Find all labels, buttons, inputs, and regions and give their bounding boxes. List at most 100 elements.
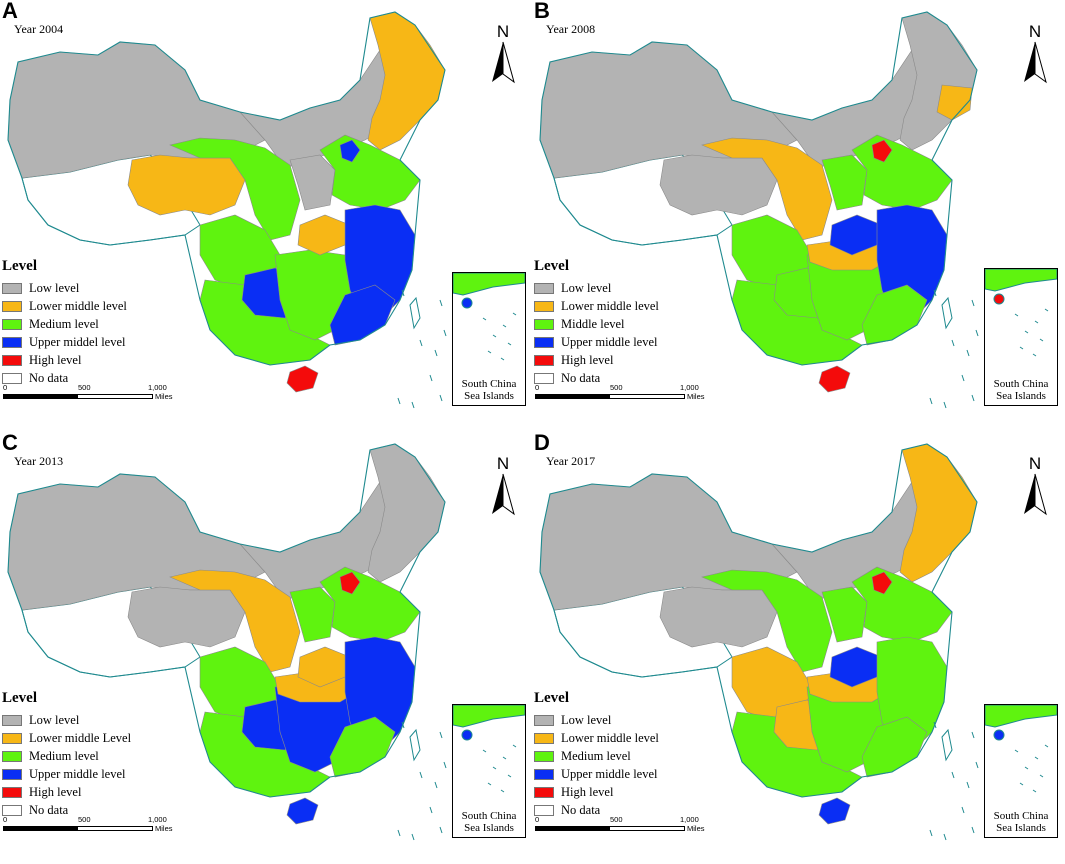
legend-swatch bbox=[534, 336, 554, 348]
legend-item: High level bbox=[534, 351, 659, 369]
legend: Level Low level Lower middle Level Medium l… bbox=[2, 690, 131, 819]
panel-letter: C bbox=[2, 432, 18, 455]
scale-unit: Miles bbox=[155, 392, 173, 401]
inset-island bbox=[1019, 782, 1024, 786]
inset-label-line: South China bbox=[461, 810, 517, 822]
map-panel-b: B Year 2008 N Level Low level Lower middle le… bbox=[532, 0, 1064, 432]
island-mark bbox=[434, 781, 438, 789]
legend-item: Lower middle level bbox=[534, 729, 659, 747]
island-mark bbox=[975, 329, 979, 337]
inset-island bbox=[512, 744, 517, 748]
island-mark bbox=[951, 771, 955, 779]
region-qinghai bbox=[127, 586, 246, 648]
legend-swatch bbox=[2, 804, 22, 816]
inset-mainland bbox=[453, 705, 525, 728]
scale-bar: 0 500 1,000 Miles bbox=[3, 383, 173, 405]
south-china-sea-inset: South China Sea Islands bbox=[452, 704, 526, 838]
legend-item: High level bbox=[2, 351, 127, 369]
island-mark bbox=[439, 826, 443, 834]
coastline bbox=[539, 11, 978, 366]
island-mark bbox=[971, 394, 975, 402]
island-mark bbox=[397, 829, 401, 837]
scale-segment bbox=[536, 827, 610, 830]
inset-label: South China Sea Islands bbox=[453, 378, 525, 402]
inset-island bbox=[1024, 330, 1029, 334]
legend-label: High level bbox=[561, 784, 614, 799]
legend-title: Level bbox=[2, 690, 37, 706]
inset-island bbox=[500, 789, 505, 793]
scale-tick-label: 0 bbox=[535, 383, 540, 392]
year-label: Year 2004 bbox=[14, 22, 64, 36]
coastline bbox=[7, 443, 446, 798]
map-panel-a: A Year 2004 N Level Low level Lower middle le… bbox=[0, 0, 532, 432]
inset-mainland bbox=[985, 269, 1057, 292]
scale-tick-label: 1,000 bbox=[680, 383, 699, 392]
inset-island bbox=[512, 312, 517, 316]
inset-island bbox=[1034, 756, 1039, 760]
island-mark bbox=[401, 721, 405, 729]
legend-label: Low level bbox=[29, 280, 80, 295]
inset-island bbox=[487, 782, 492, 786]
region-henan bbox=[297, 214, 351, 256]
scale-tick-label: 500 bbox=[610, 815, 623, 824]
inset-island bbox=[482, 317, 487, 321]
scale-tick-label: 1,000 bbox=[148, 383, 167, 392]
legend-swatch bbox=[2, 318, 22, 330]
island-mark bbox=[951, 339, 955, 347]
china-map bbox=[539, 11, 979, 409]
island-mark bbox=[929, 397, 933, 405]
inset-island bbox=[507, 774, 512, 778]
region-qinghai bbox=[659, 586, 778, 648]
legend-item: High level bbox=[534, 783, 659, 801]
inset-label-line: Sea Islands bbox=[996, 390, 1046, 402]
legend-label: Lower middle level bbox=[561, 298, 659, 313]
legend-label: Low level bbox=[561, 712, 612, 727]
legend-label: Low level bbox=[561, 280, 612, 295]
legend-swatch bbox=[534, 282, 554, 294]
legend-swatch bbox=[534, 804, 554, 816]
region-shanxi bbox=[289, 586, 336, 643]
scale-tick-label: 500 bbox=[78, 383, 91, 392]
region-beijing-tianjin bbox=[339, 571, 361, 595]
legend-label: No data bbox=[561, 370, 601, 385]
coastline bbox=[539, 443, 978, 798]
island-mark bbox=[439, 299, 443, 307]
panel-letter: B bbox=[534, 0, 550, 23]
map-panel-c: C Year 2013 N Level Low level Lower middle Le… bbox=[0, 432, 532, 864]
legend-item: Upper middel level bbox=[2, 333, 127, 351]
island-mark bbox=[933, 289, 937, 297]
north-label: N bbox=[496, 22, 510, 41]
south-china-sea-inset: South China Sea Islands bbox=[452, 272, 526, 406]
region-hebei-shandong bbox=[851, 134, 953, 211]
inset-hainan bbox=[993, 293, 1005, 305]
scale-tick-label: 1,000 bbox=[148, 815, 167, 824]
legend-label: No data bbox=[29, 802, 69, 817]
legend-swatch bbox=[534, 732, 554, 744]
inset-hainan bbox=[461, 729, 473, 741]
inset-island bbox=[1044, 308, 1049, 312]
legend-swatch bbox=[2, 372, 22, 384]
region-shanxi bbox=[289, 154, 336, 211]
legend-label: Lower middle level bbox=[561, 730, 659, 745]
region-gansu-ningxia-shaanxi bbox=[701, 137, 833, 241]
inset-island bbox=[492, 334, 497, 338]
inset-island bbox=[502, 324, 507, 328]
scale-tick-label: 500 bbox=[610, 383, 623, 392]
island-mark bbox=[397, 397, 401, 405]
legend-item: No data bbox=[2, 369, 127, 387]
legend-label: Medium level bbox=[561, 748, 631, 763]
north-arrow-icon: N bbox=[488, 22, 518, 86]
legend-label: Medium level bbox=[29, 316, 99, 331]
island-mark bbox=[971, 299, 975, 307]
legend-label: Lower middle level bbox=[29, 298, 127, 313]
region-gansu-ningxia-shaanxi bbox=[169, 569, 301, 673]
island-mark bbox=[419, 339, 423, 347]
inset-label: South China Sea Islands bbox=[453, 810, 525, 834]
scale-tick-label: 0 bbox=[3, 383, 8, 392]
region-qinghai bbox=[127, 154, 246, 216]
south-china-sea-inset: South China Sea Islands bbox=[984, 704, 1058, 838]
legend-label: No data bbox=[561, 802, 601, 817]
inset-label-line: Sea Islands bbox=[996, 822, 1046, 834]
coastline bbox=[7, 11, 446, 366]
north-arrow-icon: N bbox=[1020, 454, 1050, 518]
